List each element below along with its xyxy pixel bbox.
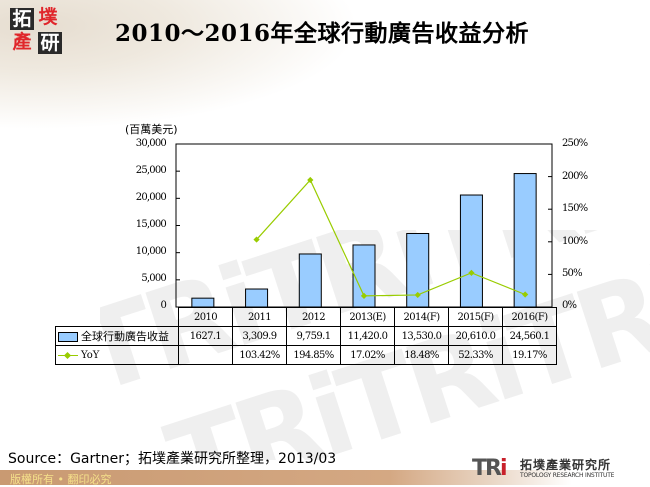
y2-tick-label: 150% xyxy=(562,203,588,214)
legend-label: 全球行動廣告收益 xyxy=(81,330,169,343)
y-tick-label: 5,000 xyxy=(141,273,166,284)
line-marker xyxy=(360,292,368,300)
table-cell: 1627.1 xyxy=(178,326,233,346)
tri-logo-en: TOPOLOGY RESEARCH INSTITUTE xyxy=(520,472,615,479)
table-cell: 2012 xyxy=(286,307,341,327)
legend-label: YoY xyxy=(81,349,100,361)
y2-tick-label: 0% xyxy=(562,300,577,311)
table-cell: 52.33% xyxy=(448,345,503,365)
table-row-revenue: 全球行動廣告收益 1627.1 3,309.9 9,759.1 11,420.0… xyxy=(55,326,557,346)
table-cell: 18.48% xyxy=(394,345,449,365)
table-cell: 2010 xyxy=(178,307,233,327)
logo-char: 產 xyxy=(12,31,32,53)
header-background xyxy=(0,0,360,130)
footer-bar xyxy=(0,470,650,485)
table-corner xyxy=(56,308,179,327)
legend-revenue: 全球行動廣告收益 xyxy=(55,326,179,346)
tri-logo: TRi 拓墣產業研究所 TOPOLOGY RESEARCH INSTITUTE xyxy=(472,454,647,484)
table-cell xyxy=(178,345,233,365)
table-cell: 2013(E) xyxy=(340,307,395,327)
table-row-yoy: YoY 103.42% 194.85% 17.02% 18.48% 52.33%… xyxy=(55,345,557,365)
y2-tick-label: 250% xyxy=(562,138,588,149)
legend-yoy: YoY xyxy=(55,345,179,365)
table-cell: 11,420.0 xyxy=(340,326,395,346)
company-logo: 拓 墣 產 研 xyxy=(8,6,64,54)
table-cell: 103.42% xyxy=(232,345,287,365)
bar-swatch-icon xyxy=(58,332,78,342)
table-cell: 194.85% xyxy=(286,345,341,365)
y-tick-label: 30,000 xyxy=(135,138,167,149)
y-tick-label: 0 xyxy=(160,300,166,311)
y-tick-label: 20,000 xyxy=(135,192,167,203)
table-cell: 2011 xyxy=(232,307,287,327)
bar xyxy=(245,288,269,308)
chart-data-table: 2010 2011 2012 2013(E) 2014(F) 2015(F) 2… xyxy=(55,307,557,365)
copyright-text: 版權所有 • 翻印必究 xyxy=(10,473,112,486)
table-cell: 2016(F) xyxy=(502,307,557,327)
y2-tick-label: 50% xyxy=(562,268,583,279)
y-tick-label: 10,000 xyxy=(135,246,167,257)
y2-tick-label: 200% xyxy=(562,171,588,182)
source-note: Source：Gartner；拓墣產業研究所整理，2013/03 xyxy=(8,451,337,467)
table-cell: 2014(F) xyxy=(394,307,449,327)
table-cell: 3,309.9 xyxy=(232,326,287,346)
line-marker xyxy=(414,291,421,299)
table-cell: 9,759.1 xyxy=(286,326,341,346)
line-series xyxy=(253,176,529,300)
table-row-categories: 2010 2011 2012 2013(E) 2014(F) 2015(F) 2… xyxy=(56,307,557,327)
y-tick-label: 15,000 xyxy=(135,219,167,230)
tri-logo-mark: TRi xyxy=(472,456,507,481)
line-marker xyxy=(468,269,475,276)
bar xyxy=(459,194,483,308)
logo-char: 拓 xyxy=(10,8,34,30)
bar-series xyxy=(191,173,537,308)
tri-logo-cn: 拓墣產業研究所 xyxy=(520,458,612,472)
bar xyxy=(191,297,215,308)
table-cell: 2015(F) xyxy=(448,307,503,327)
line-marker-icon xyxy=(58,351,78,359)
y-tick-label: 25,000 xyxy=(135,165,167,176)
bar xyxy=(513,173,537,308)
logo-char: 研 xyxy=(38,32,62,54)
logo-char: 墣 xyxy=(38,6,58,28)
y2-tick-label: 100% xyxy=(562,236,588,247)
y-axis-unit-label: (百萬美元) xyxy=(125,123,178,136)
table-cell: 24,560.1 xyxy=(502,326,557,346)
table-cell: 20,610.0 xyxy=(448,326,503,346)
bar xyxy=(298,253,322,308)
table-cell: 17.02% xyxy=(340,345,395,365)
table-cell: 19.17% xyxy=(502,345,557,365)
page-title: 2010～2016年全球行動廣告收益分析 xyxy=(115,20,530,47)
table-cell: 13,530.0 xyxy=(394,326,449,346)
